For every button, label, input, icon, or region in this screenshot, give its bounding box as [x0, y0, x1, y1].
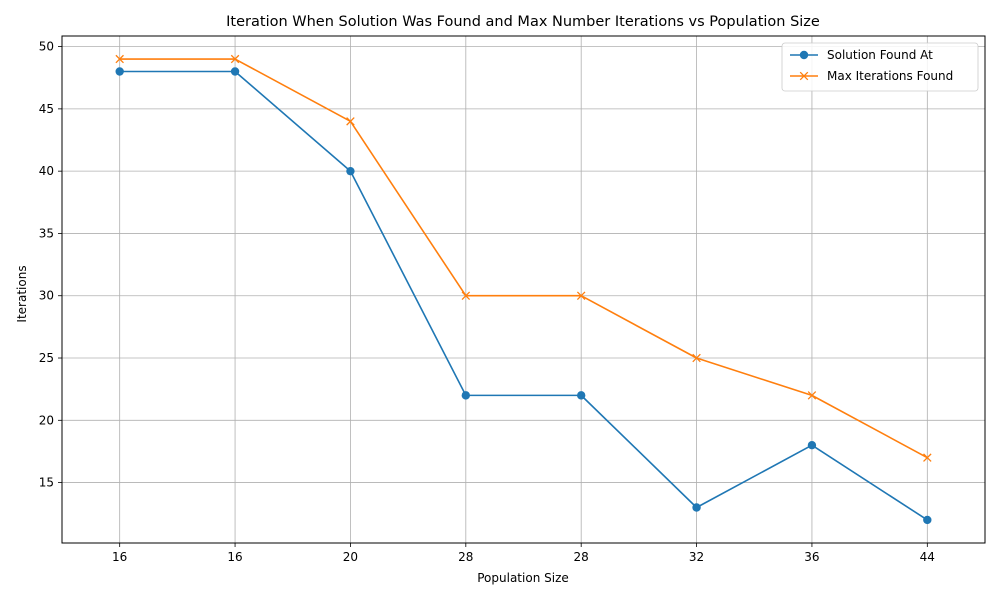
x-marker-stroke [799, 71, 809, 81]
data-point [923, 515, 932, 525]
x-tick-label: 32 [689, 550, 704, 564]
data-point [230, 54, 240, 64]
legend-label: Solution Found At [827, 48, 933, 62]
legend-marker [799, 50, 809, 60]
x-tick-label: 16 [227, 550, 242, 564]
y-tick-label: 50 [39, 40, 54, 54]
legend-label: Max Iterations Found [827, 69, 953, 83]
x-marker-stroke [346, 117, 355, 126]
x-tick-label: 44 [920, 550, 935, 564]
x-tick-label: 20 [343, 550, 358, 564]
data-point [692, 353, 701, 363]
x-marker-stroke [115, 54, 124, 64]
legend-item: Solution Found At [790, 48, 933, 62]
data-point [346, 166, 355, 176]
series-1 [115, 67, 932, 525]
data-point [692, 503, 701, 512]
x-marker-stroke [923, 453, 932, 462]
plot-frame [61, 35, 986, 544]
x-axis-ticks: 16 16 20 28 28 32 36 44 [112, 543, 935, 564]
y-tick-label: 20 [39, 413, 54, 427]
data-point [807, 441, 817, 450]
x-tick-label: 16 [112, 550, 127, 564]
data-point [461, 291, 471, 300]
chart-title: Iteration When Solution Was Found and Ma… [226, 14, 820, 30]
y-axis-label: Iterations [15, 265, 29, 322]
x-marker-stroke [692, 353, 701, 363]
y-tick-label: 40 [39, 164, 54, 178]
series-line [119, 58, 928, 459]
legend-item: Max Iterations Found [790, 69, 953, 83]
legend: Solution Found At Max Iterations Found [781, 42, 979, 92]
data-point [461, 391, 471, 400]
data-point [115, 54, 124, 64]
data-point [576, 291, 586, 300]
x-marker-stroke [461, 291, 471, 300]
series-layer [115, 54, 932, 525]
y-axis-ticks: 15 20 25 30 35 40 45 50 [39, 40, 62, 490]
legend-marker [799, 71, 809, 81]
legend-box [781, 42, 979, 92]
x-tick-label: 36 [804, 550, 819, 564]
grid [62, 36, 985, 543]
x-axis-label: Population Size [477, 571, 569, 585]
y-tick-label: 35 [39, 226, 54, 240]
y-tick-label: 25 [39, 351, 54, 365]
data-point [807, 391, 817, 400]
y-tick-label: 15 [39, 476, 54, 490]
data-point [346, 117, 355, 126]
series-line [119, 70, 928, 521]
data-point [115, 67, 124, 76]
x-marker-stroke [807, 391, 817, 400]
y-tick-label: 30 [39, 289, 54, 303]
data-point [923, 453, 932, 462]
x-tick-label: 28 [574, 550, 589, 564]
x-marker-stroke [576, 291, 586, 300]
series-2 [115, 54, 932, 462]
y-tick-label: 45 [39, 102, 54, 116]
x-tick-label: 28 [458, 550, 473, 564]
x-marker-stroke [230, 54, 240, 64]
data-point [576, 391, 586, 400]
data-point [230, 67, 240, 76]
